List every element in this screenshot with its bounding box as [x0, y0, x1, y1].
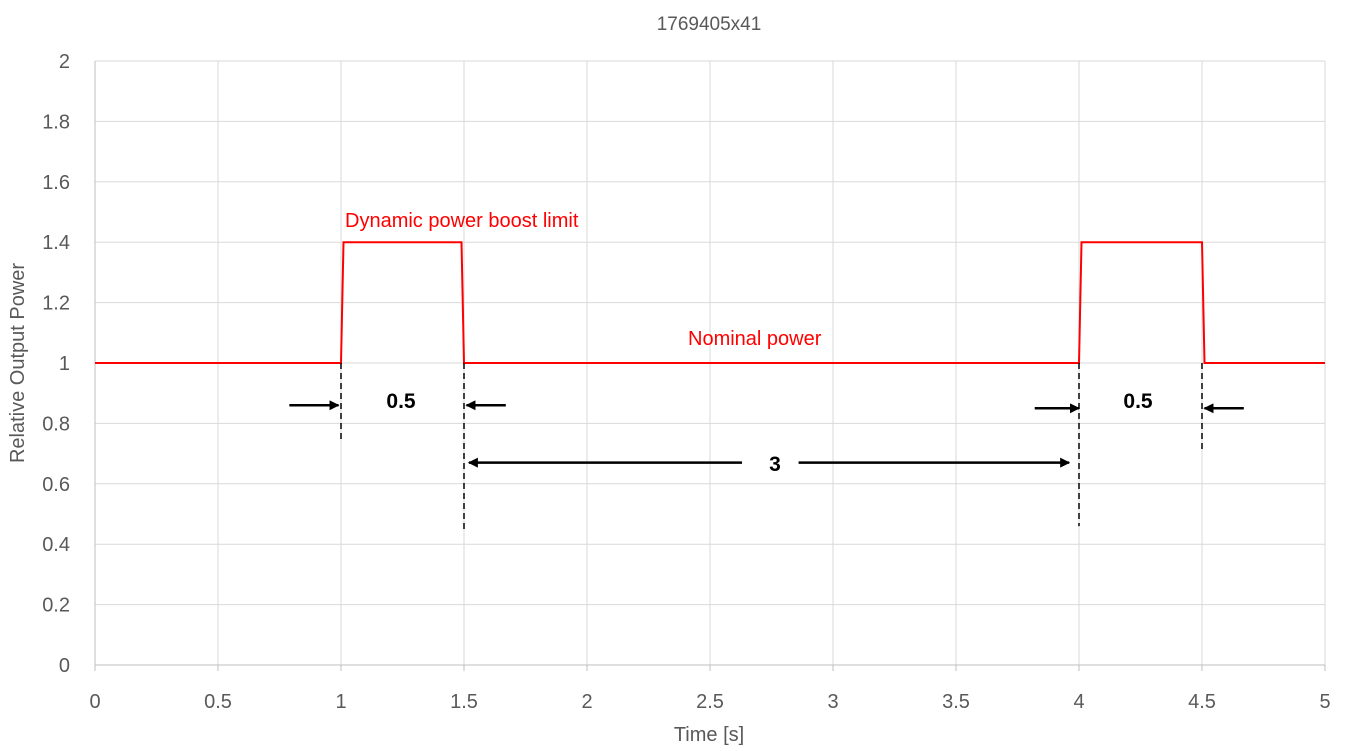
- x-tick-label-6: 3: [827, 691, 838, 713]
- x-tick-label-9: 4.5: [1188, 691, 1216, 713]
- series-line-0: [95, 241, 1325, 364]
- x-tick-label-5: 2.5: [696, 691, 724, 713]
- y-tick-label-2: 0.4: [42, 534, 70, 556]
- x-tick-label-7: 3.5: [942, 691, 970, 713]
- x-tick-label-0: 0: [89, 691, 100, 713]
- y-tick-label-4: 0.8: [42, 413, 70, 435]
- y-tick-label-8: 1.6: [42, 172, 70, 194]
- x-tick-label-4: 2: [581, 691, 592, 713]
- x-tick-label-10: 5: [1319, 691, 1330, 713]
- series-layer: [95, 241, 1325, 364]
- x-tick-label-2: 1: [335, 691, 346, 713]
- y-tick-label-10: 2: [59, 51, 70, 73]
- x-axis-title: Time [s]: [674, 724, 744, 746]
- x-tick-label-1: 0.5: [204, 691, 232, 713]
- y-tick-label-5: 1: [59, 353, 70, 375]
- y-tick-label-1: 0.2: [42, 595, 70, 617]
- nominal-power-label: Nominal power: [688, 328, 822, 350]
- y-axis-title: Relative Output Power: [7, 263, 29, 463]
- y-tick-label-3: 0.6: [42, 474, 70, 496]
- chart-title: 1769405x41: [657, 14, 762, 35]
- duration-markers: [289, 363, 1244, 530]
- y-tick-label-0: 0: [59, 655, 70, 677]
- x-tick-label-8: 4: [1073, 691, 1084, 713]
- y-tick-label-9: 1.8: [42, 111, 70, 133]
- pulse2-duration-label: 0.5: [1123, 390, 1153, 413]
- gap-duration-label: 3: [769, 453, 781, 476]
- y-tick-label-7: 1.4: [42, 232, 70, 254]
- y-tick-label-6: 1.2: [42, 293, 70, 315]
- tick-labels: 0 0.2 0.4 0.6 0.8 1 1.2 1.4 1.6 1.8 2 0 0.5 1 1.5 2 2.5 3…: [42, 51, 1330, 713]
- boost-limit-label: Dynamic power boost limit: [345, 210, 579, 232]
- x-tick-label-3: 1.5: [450, 691, 478, 713]
- pulse1-duration-label: 0.5: [386, 390, 416, 413]
